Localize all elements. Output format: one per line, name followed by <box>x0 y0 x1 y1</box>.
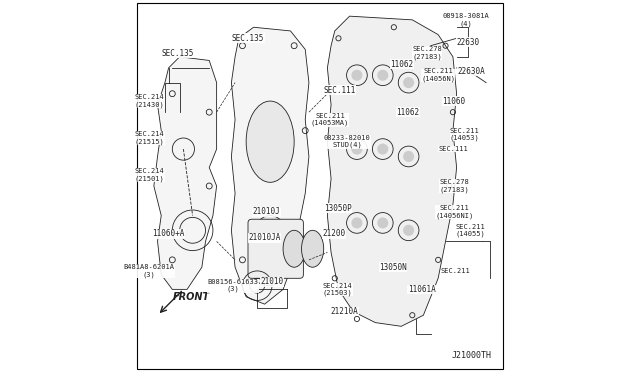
PathPatch shape <box>154 57 216 289</box>
Text: 22630A: 22630A <box>458 67 485 76</box>
Text: 22630: 22630 <box>456 38 479 46</box>
Text: SEC.211
(14055): SEC.211 (14055) <box>456 224 486 237</box>
Circle shape <box>403 151 414 162</box>
Circle shape <box>377 70 388 81</box>
Text: 11062: 11062 <box>390 60 413 69</box>
Text: 11060+A: 11060+A <box>152 230 185 238</box>
Text: B481A8-6201A
(3): B481A8-6201A (3) <box>124 264 175 278</box>
Ellipse shape <box>301 230 324 267</box>
Text: 21010: 21010 <box>260 278 284 286</box>
Text: SEC.211
(14053): SEC.211 (14053) <box>450 128 479 141</box>
Text: SEC.278
(27183): SEC.278 (27183) <box>412 46 442 60</box>
Text: SEC.111: SEC.111 <box>439 146 468 152</box>
Text: SEC.211
(14056NI): SEC.211 (14056NI) <box>436 205 474 219</box>
Text: SEC.214
(21503): SEC.214 (21503) <box>323 283 353 296</box>
Circle shape <box>351 70 362 81</box>
Circle shape <box>403 225 414 236</box>
Text: 21010J: 21010J <box>253 207 280 217</box>
Text: SEC.214
(21501): SEC.214 (21501) <box>134 168 164 182</box>
Text: 21200: 21200 <box>323 230 346 238</box>
Text: J21000TH: J21000TH <box>451 351 492 360</box>
Text: 21010JA: 21010JA <box>248 233 281 242</box>
Circle shape <box>403 77 414 88</box>
Text: SEC.211
(14056N): SEC.211 (14056N) <box>421 68 455 82</box>
Text: SEC.214
(21430): SEC.214 (21430) <box>134 94 164 108</box>
Circle shape <box>377 217 388 228</box>
Text: 11062: 11062 <box>396 108 419 117</box>
Text: 08918-3081A
(4): 08918-3081A (4) <box>442 13 489 27</box>
Text: 21210A: 21210A <box>331 307 358 316</box>
FancyBboxPatch shape <box>248 219 303 278</box>
Ellipse shape <box>252 215 289 267</box>
Text: SEC.135: SEC.135 <box>162 49 194 58</box>
Text: 11060: 11060 <box>442 97 465 106</box>
Text: SEC.135: SEC.135 <box>232 34 264 43</box>
Text: SEC.211
(14053MA): SEC.211 (14053MA) <box>311 113 349 126</box>
Ellipse shape <box>246 101 294 182</box>
Text: FRONT: FRONT <box>172 292 209 302</box>
Circle shape <box>377 144 388 155</box>
Circle shape <box>351 217 362 228</box>
Text: 13050P: 13050P <box>324 203 351 213</box>
Ellipse shape <box>283 230 305 267</box>
Text: SEC.211: SEC.211 <box>441 268 471 274</box>
Text: SEC.278
(27183): SEC.278 (27183) <box>439 179 469 193</box>
Text: SEC.111: SEC.111 <box>323 86 356 94</box>
PathPatch shape <box>328 16 456 326</box>
Text: 08233-82010
STUD(4): 08233-82010 STUD(4) <box>324 135 371 148</box>
Circle shape <box>351 144 362 155</box>
Text: SEC.214
(21515): SEC.214 (21515) <box>134 131 164 145</box>
PathPatch shape <box>232 27 309 304</box>
Text: 13050N: 13050N <box>380 263 407 272</box>
Text: 11061A: 11061A <box>408 285 435 294</box>
Text: B08156-61633
(3): B08156-61633 (3) <box>208 279 259 292</box>
